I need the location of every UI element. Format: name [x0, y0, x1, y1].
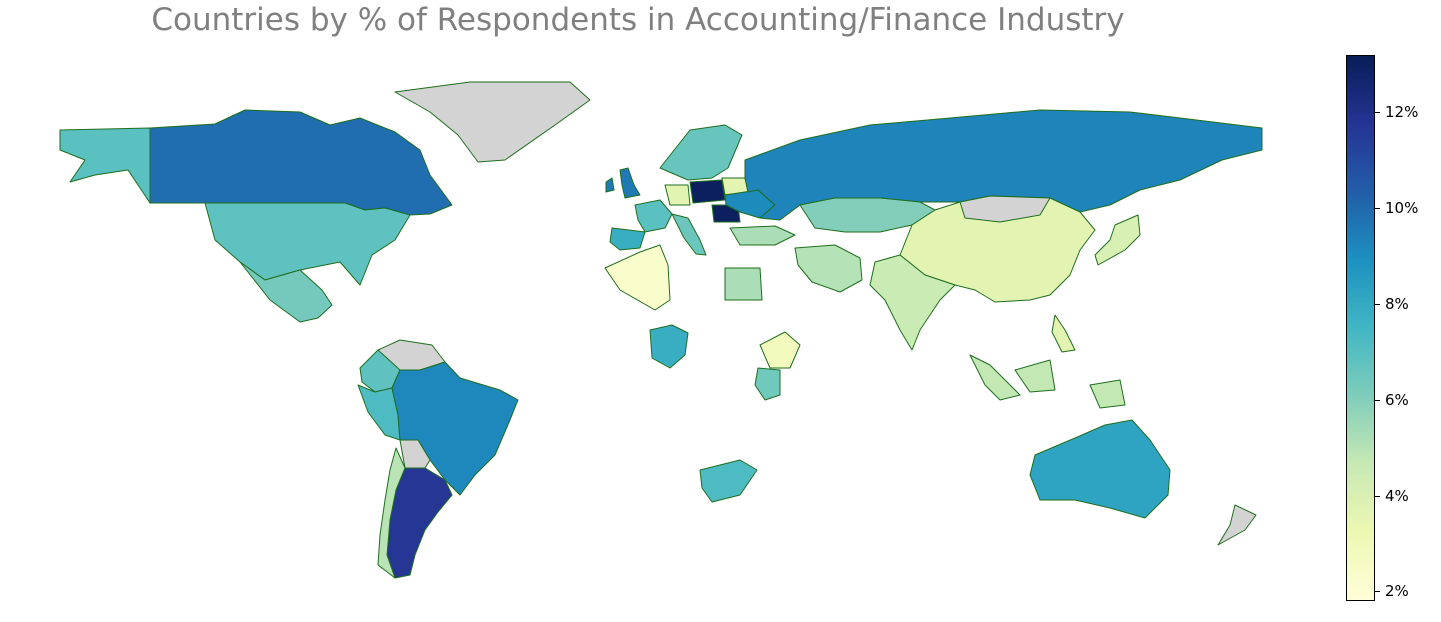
country-ireland [605, 177, 615, 193]
country-germany [664, 184, 691, 206]
world-map [59, 81, 1263, 579]
colorbar-tick-label: 6% [1385, 390, 1409, 409]
country-ethiopia [759, 331, 801, 369]
colorbar-tick [1375, 304, 1380, 306]
map-title: Countries by % of Respondents in Account… [151, 2, 1125, 38]
country-alaska-us [59, 127, 151, 204]
colorbar-tick-label: 10% [1385, 199, 1419, 218]
country-new-zealand [1217, 504, 1257, 546]
colorbar-tick [1375, 208, 1380, 210]
colorbar [1346, 55, 1375, 601]
colorbar-tick [1375, 591, 1380, 593]
colorbar-tick-label: 8% [1385, 295, 1409, 314]
country-iran [794, 244, 863, 293]
country-chile [377, 447, 406, 579]
country-india [869, 254, 956, 351]
country-canada [149, 109, 453, 216]
country-mexico [239, 261, 333, 323]
country-algeria [604, 244, 671, 311]
country-philippines [1051, 314, 1076, 353]
colorbar-tick [1375, 495, 1380, 497]
country-south-africa [699, 459, 758, 503]
country-poland [689, 179, 726, 204]
country-bolivia [399, 439, 431, 469]
colorbar-tick-label: 4% [1385, 486, 1409, 505]
country-greenland [394, 81, 591, 163]
country-italy [671, 213, 707, 256]
country-egypt [724, 267, 763, 301]
country-united-kingdom [619, 167, 641, 199]
colorbar-tick [1375, 112, 1380, 114]
country-scandinavia [659, 124, 743, 181]
countries-layer [59, 81, 1263, 579]
country-turkey [729, 225, 796, 246]
country-france [634, 199, 673, 233]
colorbar-tick-label: 12% [1385, 103, 1419, 122]
country-japan [1094, 214, 1141, 266]
country-nigeria [649, 324, 689, 369]
country-mongolia [959, 195, 1051, 223]
country-indonesia [969, 354, 1126, 409]
country-united-states [204, 202, 411, 286]
country-kenya [754, 367, 781, 401]
country-australia [1029, 419, 1171, 519]
colorbar-tick [1375, 399, 1380, 401]
colorbar-tick-label: 2% [1385, 582, 1409, 601]
country-spain [609, 227, 646, 251]
